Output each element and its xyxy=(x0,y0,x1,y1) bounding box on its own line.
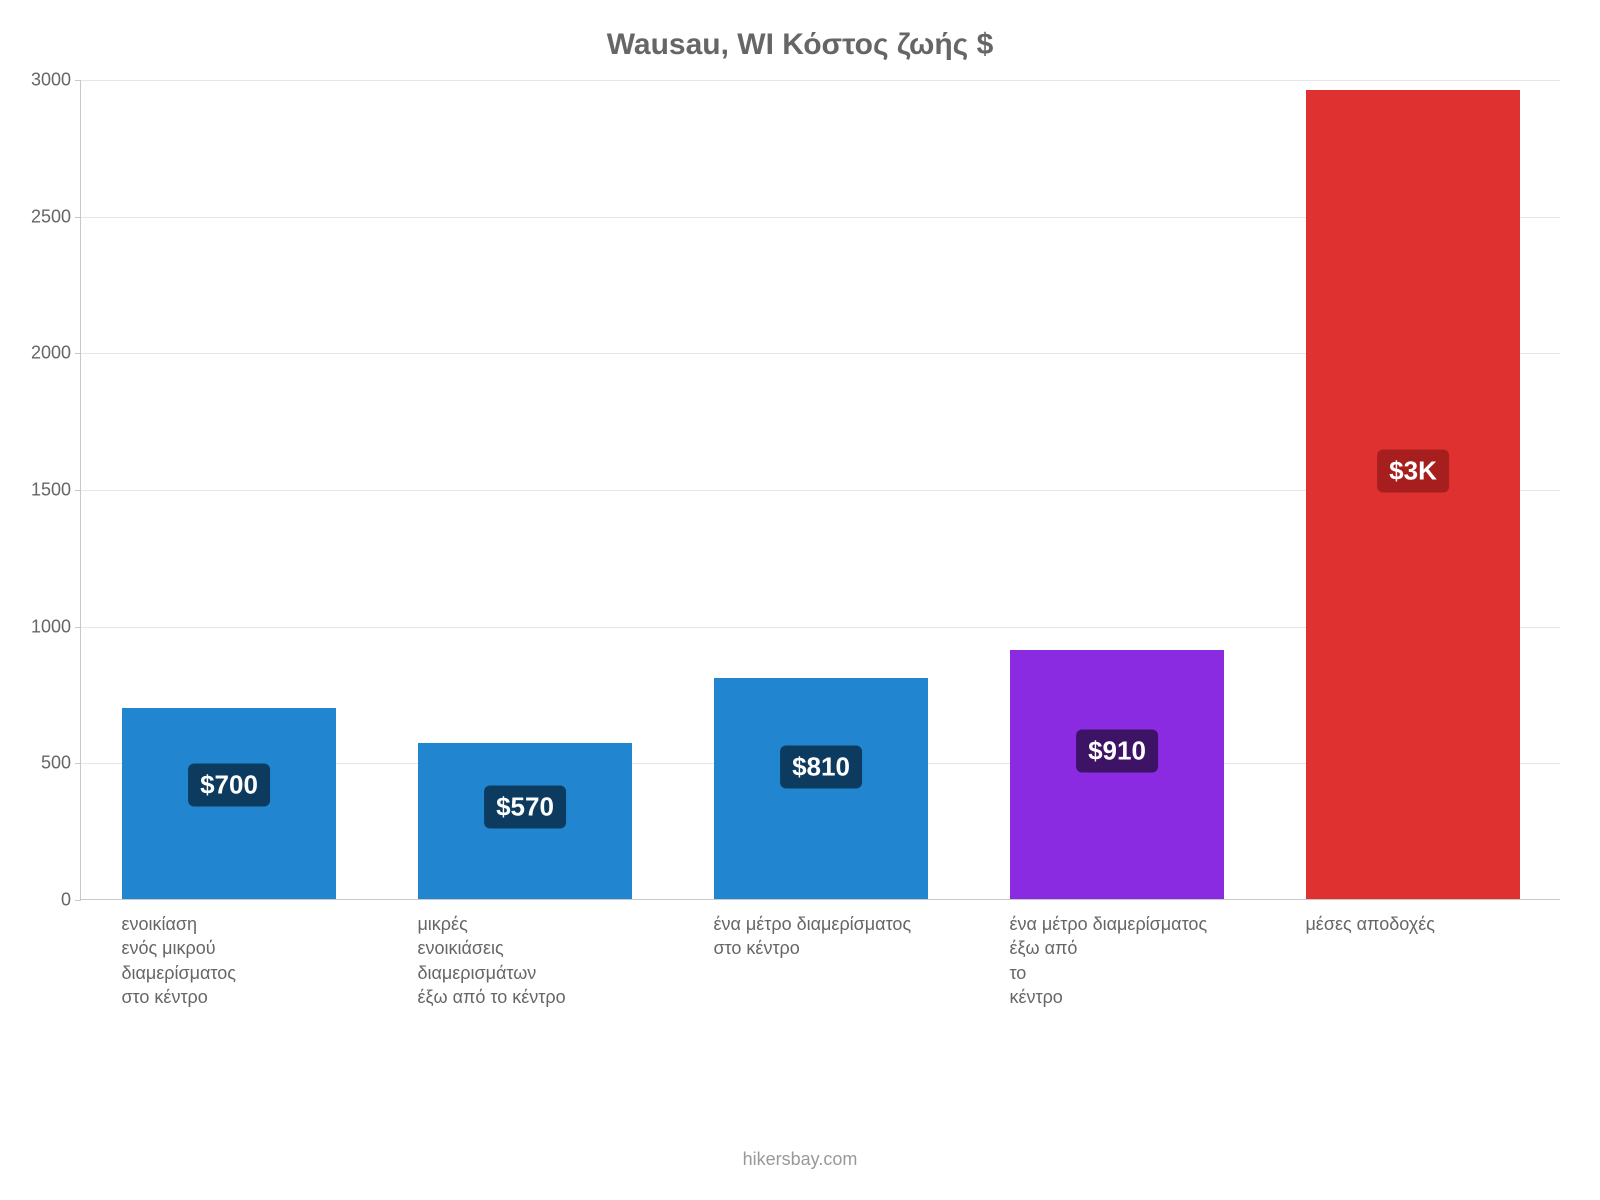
x-axis-label: ενοικίασηενός μικρούδιαμερίσματοςστο κέν… xyxy=(121,912,402,1009)
x-axis-label: ένα μέτρο διαμερίσματοςστο κέντρο xyxy=(713,912,994,961)
y-tick-mark xyxy=(75,217,81,218)
bar-value-label: $700 xyxy=(188,764,270,807)
grid-line xyxy=(81,80,1560,81)
x-axis-label: ένα μέτρο διαμερίσματοςέξω απότοκέντρο xyxy=(1009,912,1290,1009)
bar-value-label: $3K xyxy=(1377,450,1449,493)
y-tick-label: 2500 xyxy=(21,206,71,227)
x-axis-label: μικρέςενοικιάσειςδιαμερισμάτωνέξω από το… xyxy=(417,912,698,1009)
y-tick-mark xyxy=(75,80,81,81)
x-axis-label: μέσες αποδοχές xyxy=(1305,912,1586,936)
attribution-text: hikersbay.com xyxy=(0,1149,1600,1170)
bar-value-label: $810 xyxy=(780,746,862,789)
y-tick-mark xyxy=(75,763,81,764)
y-tick-mark xyxy=(75,900,81,901)
plot-area: 050010001500200025003000$700$570$810$910… xyxy=(80,80,1560,900)
y-tick-label: 1500 xyxy=(21,480,71,501)
y-tick-mark xyxy=(75,627,81,628)
y-tick-label: 2000 xyxy=(21,343,71,364)
y-tick-label: 0 xyxy=(21,890,71,911)
chart-title: Wausau, WI Κόστος ζωής $ xyxy=(0,28,1600,62)
y-tick-label: 500 xyxy=(21,753,71,774)
y-tick-label: 3000 xyxy=(21,70,71,91)
bar-value-label: $910 xyxy=(1076,729,1158,772)
y-tick-label: 1000 xyxy=(21,616,71,637)
cost-of-living-chart: Wausau, WI Κόστος ζωής $ 0 500 1000 1500 200… xyxy=(0,0,1600,1200)
bar xyxy=(1306,90,1519,899)
bar-value-label: $570 xyxy=(484,785,566,828)
y-tick-mark xyxy=(75,353,81,354)
y-tick-mark xyxy=(75,490,81,491)
bar xyxy=(1010,650,1223,899)
x-axis-labels: ενοικίασηενός μικρούδιαμερίσματοςστο κέν… xyxy=(80,912,1560,1112)
